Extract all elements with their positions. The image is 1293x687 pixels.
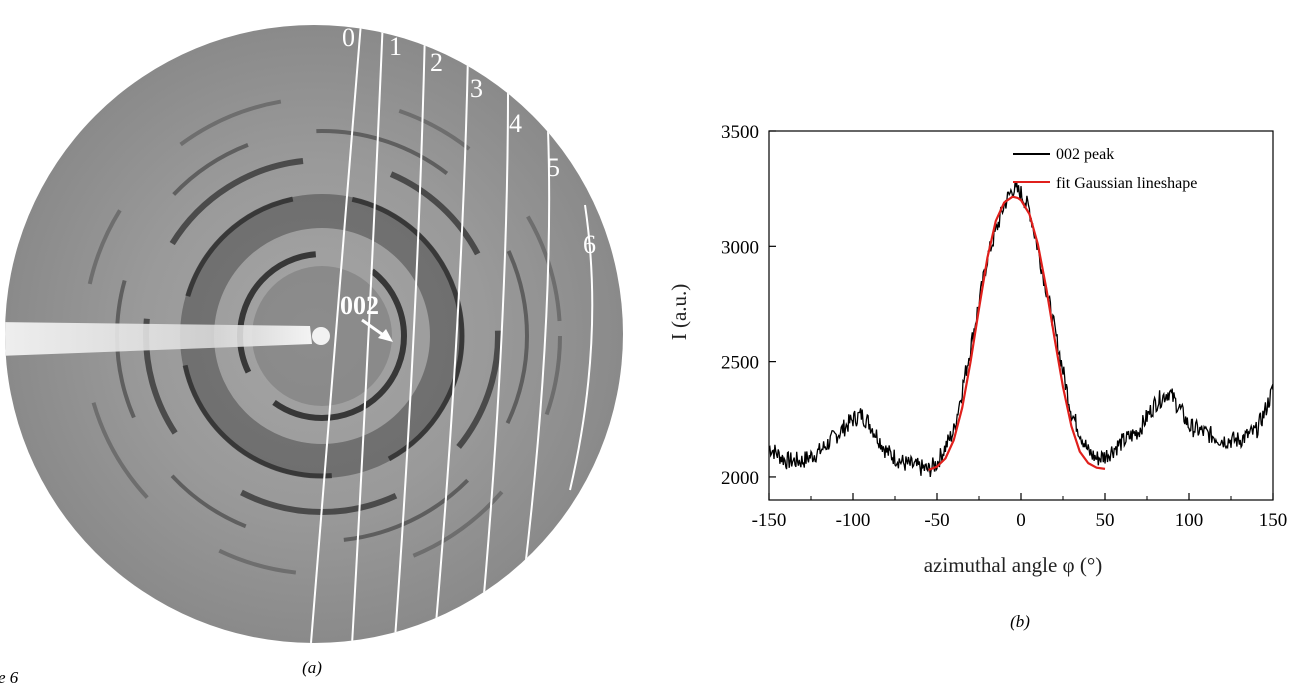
zone-label-4: 4 (509, 109, 522, 138)
zone-label-3: 3 (470, 74, 483, 103)
zone-boundary-4 (479, 89, 509, 641)
figure-label: re 6 (0, 668, 19, 687)
y-axis: 2000 2500 3000 3500 (721, 122, 776, 489)
zone-boundary-2 (391, 29, 426, 643)
y-tick-label: 2500 (721, 353, 759, 374)
beam-center (312, 327, 330, 345)
diffraction-rings (5, 25, 594, 643)
y-tick-label: 2000 (721, 468, 759, 489)
x-tick-label: -50 (924, 510, 949, 531)
panel-b-caption: (b) (1010, 612, 1030, 631)
zone-boundary-6 (569, 204, 594, 491)
zone-boundary-0 (307, 25, 363, 643)
x-tick-label: -150 (752, 510, 787, 531)
diffraction-pattern-panel: 0 1 2 3 4 5 6 002 (5, 23, 623, 643)
zone-label-6: 6 (583, 230, 596, 259)
ring (82, 96, 562, 576)
x-tick-label: 100 (1175, 510, 1204, 531)
x-tick-label: 0 (1016, 510, 1026, 531)
zone-label-0: 0 (342, 23, 355, 52)
zone-boundary-1 (349, 25, 384, 643)
beam-stop (5, 322, 312, 356)
panel-a-caption: (a) (302, 658, 322, 677)
ring (179, 193, 465, 479)
zone-label-2: 2 (430, 48, 443, 77)
azimuthal-profile-chart: 2000 2500 3000 3500 -150 -100 -50 0 50 100 150 00… (667, 122, 1287, 577)
y-tick-label: 3500 (721, 122, 759, 143)
peak-arrow (361, 318, 393, 342)
zone-boundary-5 (519, 129, 551, 611)
y-axis-title: I (a.u.) (667, 284, 691, 341)
x-tick-label: -100 (836, 510, 871, 531)
x-tick-label: 50 (1096, 510, 1115, 531)
x-axis-title: azimuthal angle φ (°) (924, 553, 1103, 577)
zone-label-5: 5 (547, 153, 560, 182)
series-002-peak (768, 182, 1274, 477)
legend-label-002-peak: 002 peak (1056, 146, 1114, 163)
zone-label-1: 1 (389, 32, 402, 61)
legend: 002 peak fit Gaussian lineshape (1013, 146, 1197, 192)
series-layer (768, 182, 1274, 477)
x-axis: -150 -100 -50 0 50 100 150 (752, 493, 1288, 531)
peak-label-002: 002 (340, 291, 379, 320)
y-tick-label: 3000 (721, 237, 759, 258)
x-tick-label: 150 (1259, 510, 1288, 531)
legend-label-fit: fit Gaussian lineshape (1056, 175, 1197, 192)
zone-boundary-3 (431, 54, 469, 643)
series-gaussian-fit (928, 195, 1106, 472)
